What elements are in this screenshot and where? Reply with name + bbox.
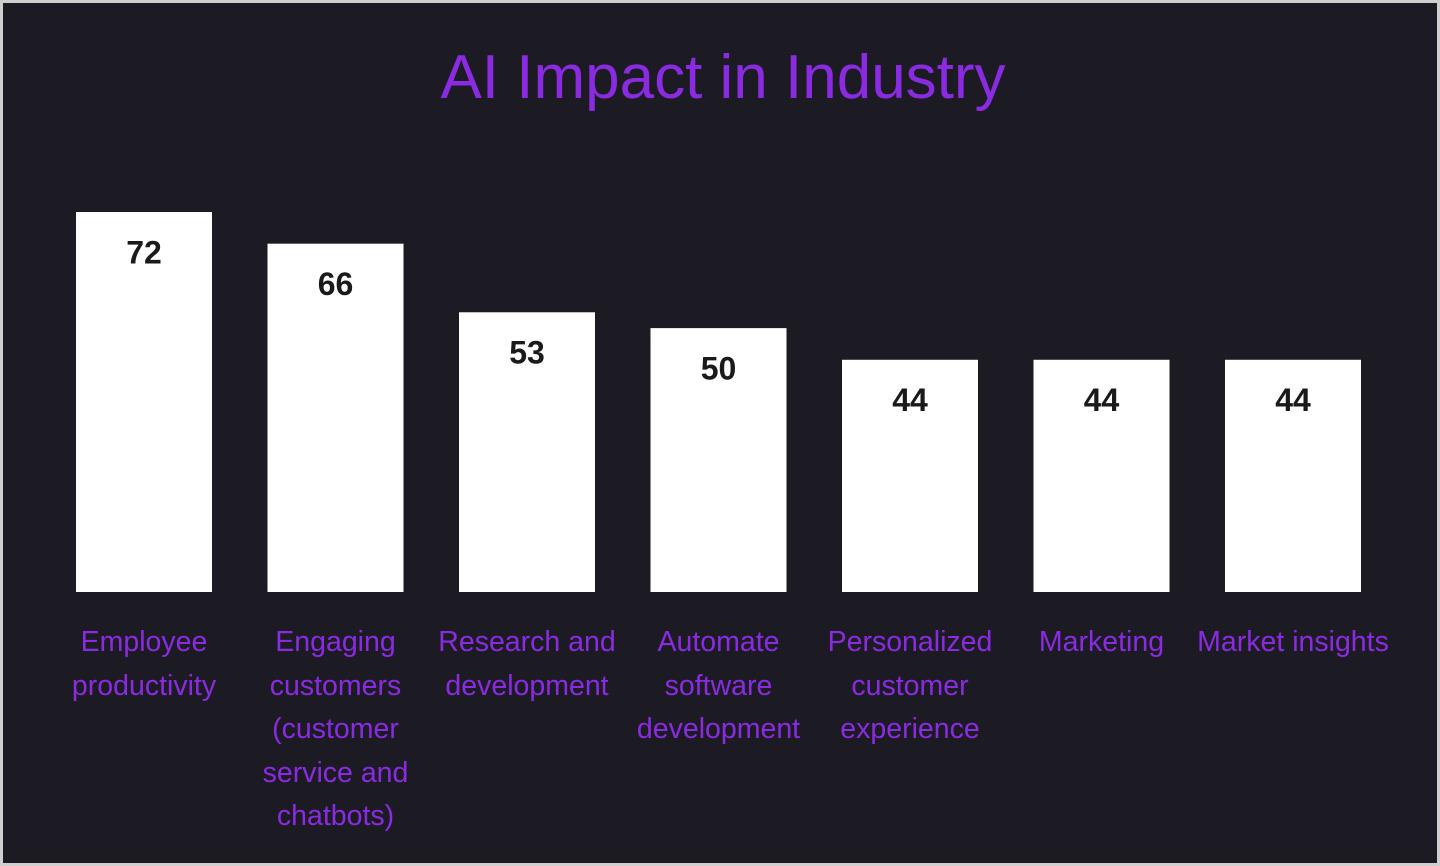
x-tick-label: Personalized customer experience xyxy=(827,626,993,745)
x-tick-label: Employee productivity xyxy=(71,626,217,702)
bar xyxy=(1225,359,1361,592)
chart-title: AI Impact in Industry xyxy=(440,43,1006,112)
bar xyxy=(650,328,787,592)
value-label: 44 xyxy=(1084,382,1120,418)
value-label: 44 xyxy=(892,382,928,418)
value-label: 66 xyxy=(318,266,354,302)
value-label: 72 xyxy=(126,234,162,270)
bar xyxy=(76,212,212,592)
x-tick-label: Market insights xyxy=(1197,626,1389,658)
bar xyxy=(842,359,978,592)
x-tick-label: Research and development xyxy=(438,626,616,702)
x-tick-label: Marketing xyxy=(1038,626,1165,658)
plot: 72 66 53 50 44 44 44 xyxy=(76,212,1361,592)
x-tick-label: Engaging customers (customer service and… xyxy=(262,626,409,832)
value-label: 50 xyxy=(701,351,737,387)
bar xyxy=(267,243,404,592)
value-label: 53 xyxy=(509,335,545,371)
x-tick-label: Automate software development xyxy=(636,626,801,745)
bar xyxy=(1033,359,1170,592)
bar xyxy=(459,312,595,592)
value-label: 44 xyxy=(1275,382,1311,418)
